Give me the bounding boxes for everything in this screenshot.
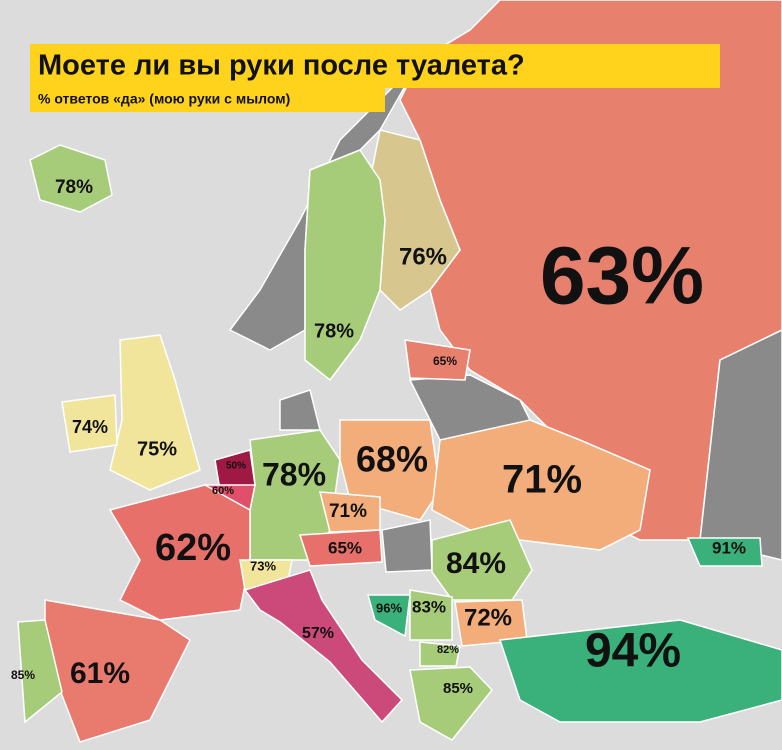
label: 72% xyxy=(464,604,512,631)
label: 65% xyxy=(433,354,457,368)
label: 63% xyxy=(540,231,704,322)
bosnia xyxy=(367,594,411,638)
label: 85% xyxy=(443,680,473,697)
label: 82% xyxy=(437,644,459,656)
label: 78% xyxy=(314,320,354,342)
label: 71% xyxy=(329,501,367,522)
label: 60% xyxy=(212,485,234,497)
turkey xyxy=(498,619,782,723)
macedonia xyxy=(419,641,461,667)
label: 75% xyxy=(137,438,177,460)
label: 61% xyxy=(70,657,130,690)
label: 57% xyxy=(302,625,334,642)
sweden xyxy=(304,149,386,382)
portugal xyxy=(17,619,63,724)
label: 83% xyxy=(412,597,446,616)
label: 71% xyxy=(502,458,582,502)
austria xyxy=(298,529,383,567)
ireland xyxy=(61,394,118,453)
subtitle: % ответов «да» (мою руки с мылом) xyxy=(38,91,290,107)
subtitle-box xyxy=(30,88,385,112)
ukraine xyxy=(431,419,651,551)
uk xyxy=(109,334,201,491)
label: 78% xyxy=(55,177,93,198)
label: 94% xyxy=(585,625,681,678)
title: Моете ли вы руки после туалета? xyxy=(38,50,525,82)
greece xyxy=(409,666,493,741)
title-box xyxy=(30,44,720,88)
label: 85% xyxy=(11,668,35,682)
label: 74% xyxy=(72,417,108,437)
hungary xyxy=(381,519,433,573)
label: 65% xyxy=(328,538,362,557)
serbia xyxy=(409,589,453,641)
label: 62% xyxy=(155,527,231,569)
labels: 78% 76% 63% 78% 65% 74% 75% 50% 60% 78% … xyxy=(11,177,746,697)
label: 78% xyxy=(262,456,326,492)
label: 50% xyxy=(226,461,246,472)
label: 73% xyxy=(250,558,276,573)
label: 96% xyxy=(376,600,402,615)
latvia xyxy=(404,339,471,381)
iceland xyxy=(29,144,113,213)
kazakhstan xyxy=(699,329,782,561)
italy xyxy=(243,569,404,724)
france xyxy=(108,484,251,621)
georgia xyxy=(686,537,763,567)
label: 84% xyxy=(446,547,506,580)
label: 68% xyxy=(356,439,428,480)
countries xyxy=(17,0,782,743)
label: 91% xyxy=(712,538,746,557)
label: 76% xyxy=(399,243,447,270)
